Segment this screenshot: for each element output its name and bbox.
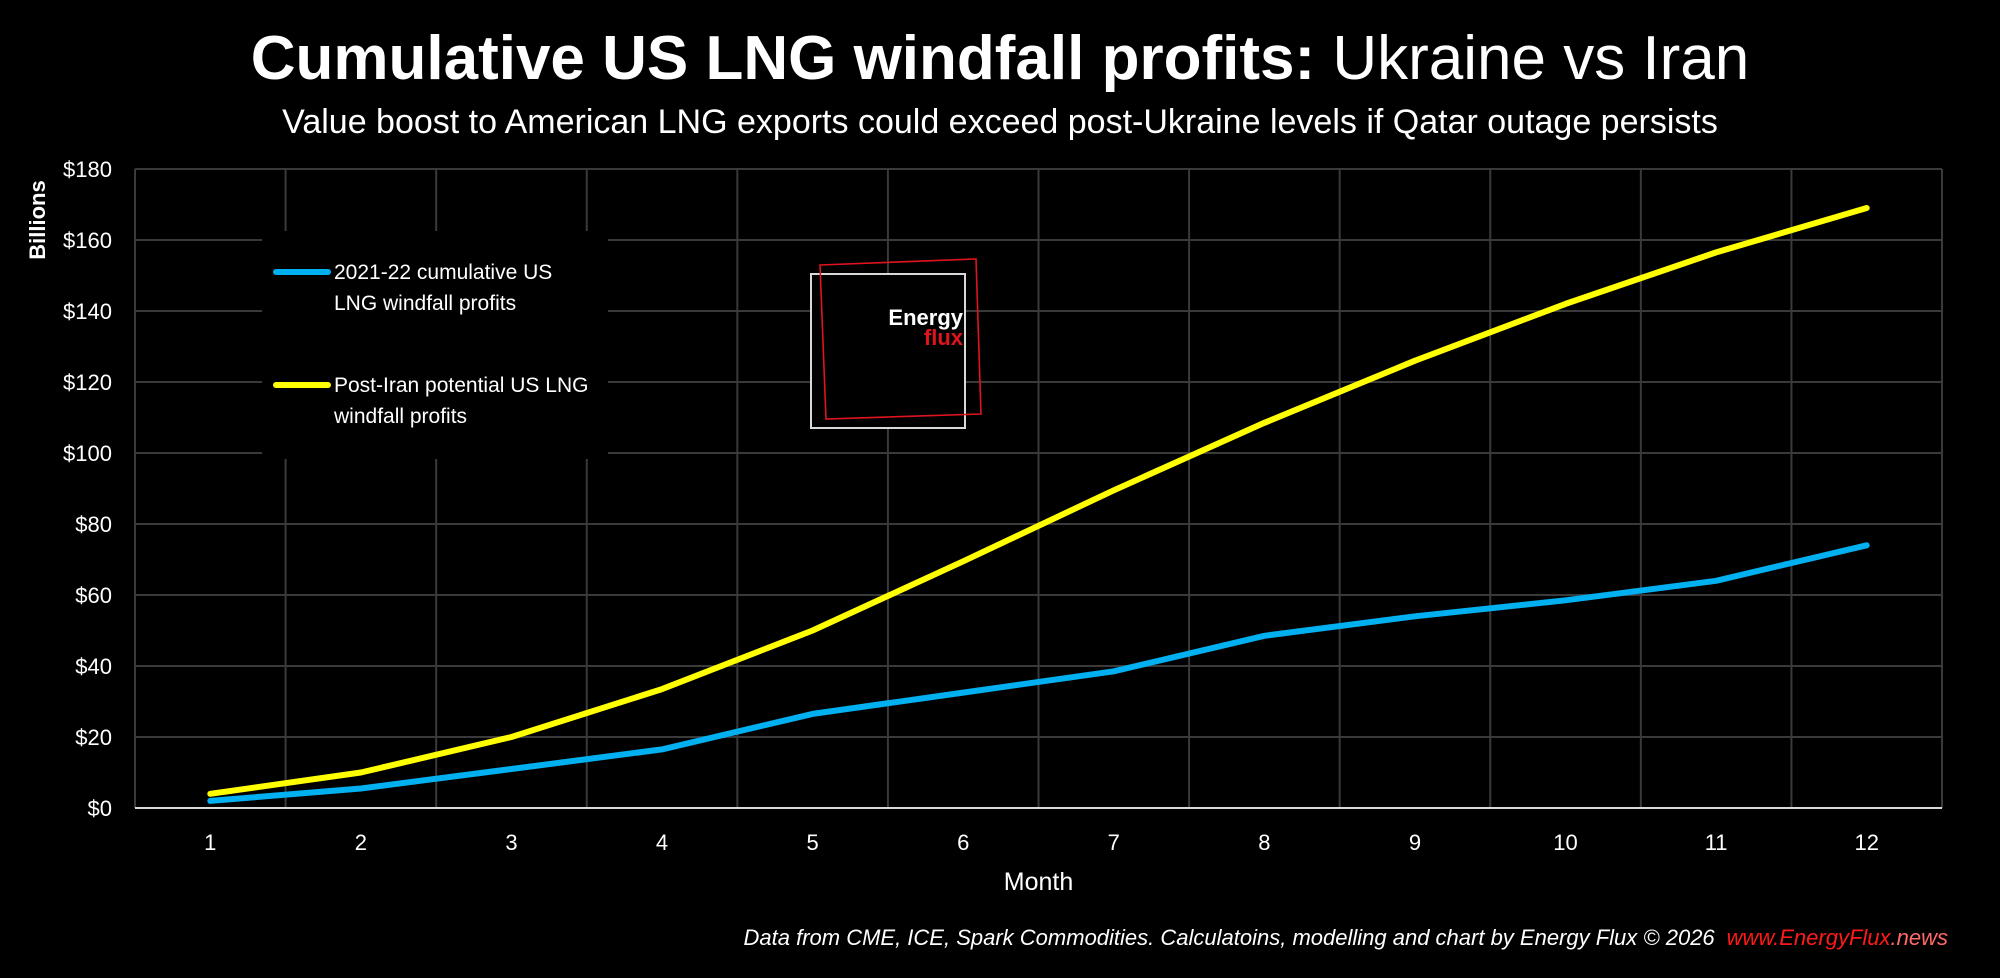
source-footer: Data from CME, ICE, Spark Commodities. C… <box>744 924 1949 952</box>
chart-title-bold: Cumulative US LNG windfall profits: <box>250 24 1316 93</box>
x-tick-label: 1 <box>204 830 216 855</box>
logo-text-flux: flux <box>924 325 964 350</box>
chart-title-light: Ukraine vs Iran <box>1332 24 1750 93</box>
x-tick-label: 11 <box>1705 830 1728 855</box>
logo-square-white <box>810 273 966 429</box>
x-tick-label: 10 <box>1553 830 1577 855</box>
y-tick-label: $60 <box>75 583 112 608</box>
y-tick-label: $160 <box>63 228 112 253</box>
x-tick-label: 2 <box>355 830 367 855</box>
y-tick-label: $20 <box>75 725 112 750</box>
y-tick-label: $0 <box>88 796 112 821</box>
x-tick-label: 8 <box>1258 830 1270 855</box>
site-link[interactable]: www.EnergyFlux.news <box>1727 925 1948 950</box>
legend-label-2: windfall profits <box>333 405 467 428</box>
y-tick-label: $140 <box>63 299 112 324</box>
legend-label-1: 2021-22 cumulative US <box>334 261 552 284</box>
x-tick-label: 7 <box>1108 830 1120 855</box>
x-tick-label: 4 <box>656 830 668 855</box>
y-axis-title: Billions <box>25 180 50 259</box>
x-tick-label: 3 <box>505 830 517 855</box>
series-line-2 <box>207 205 1870 797</box>
legend-label-1: LNG windfall profits <box>334 292 516 315</box>
legend-label-2: Post-Iran potential US LNG <box>334 374 588 397</box>
chart-title: Cumulative US LNG windfall profits: Ukra… <box>0 22 2000 96</box>
series-line-1 <box>207 542 1870 804</box>
source-text: Data from CME, ICE, Spark Commodities. C… <box>743 925 1715 950</box>
logo-text-energy: Energy <box>888 305 963 330</box>
x-tick-label: 6 <box>957 830 969 855</box>
x-tick-label: 9 <box>1409 830 1421 855</box>
logo-square-red <box>819 258 982 420</box>
x-axis-title: Month <box>1004 868 1073 896</box>
energy-flux-logo: Energy flux <box>810 258 982 429</box>
y-tick-label: $180 <box>63 157 112 182</box>
x-tick-label: 5 <box>807 830 819 855</box>
y-tick-label: $40 <box>75 654 112 679</box>
y-tick-label: $80 <box>75 512 112 537</box>
x-tick-label: 12 <box>1854 830 1878 855</box>
chart-subtitle: Value boost to American LNG exports coul… <box>282 103 1718 141</box>
site-link-tld: .news <box>1890 925 1948 950</box>
y-tick-label: $120 <box>63 370 112 395</box>
site-link-main: www.EnergyFlux <box>1726 925 1891 950</box>
y-tick-label: $100 <box>63 441 112 466</box>
